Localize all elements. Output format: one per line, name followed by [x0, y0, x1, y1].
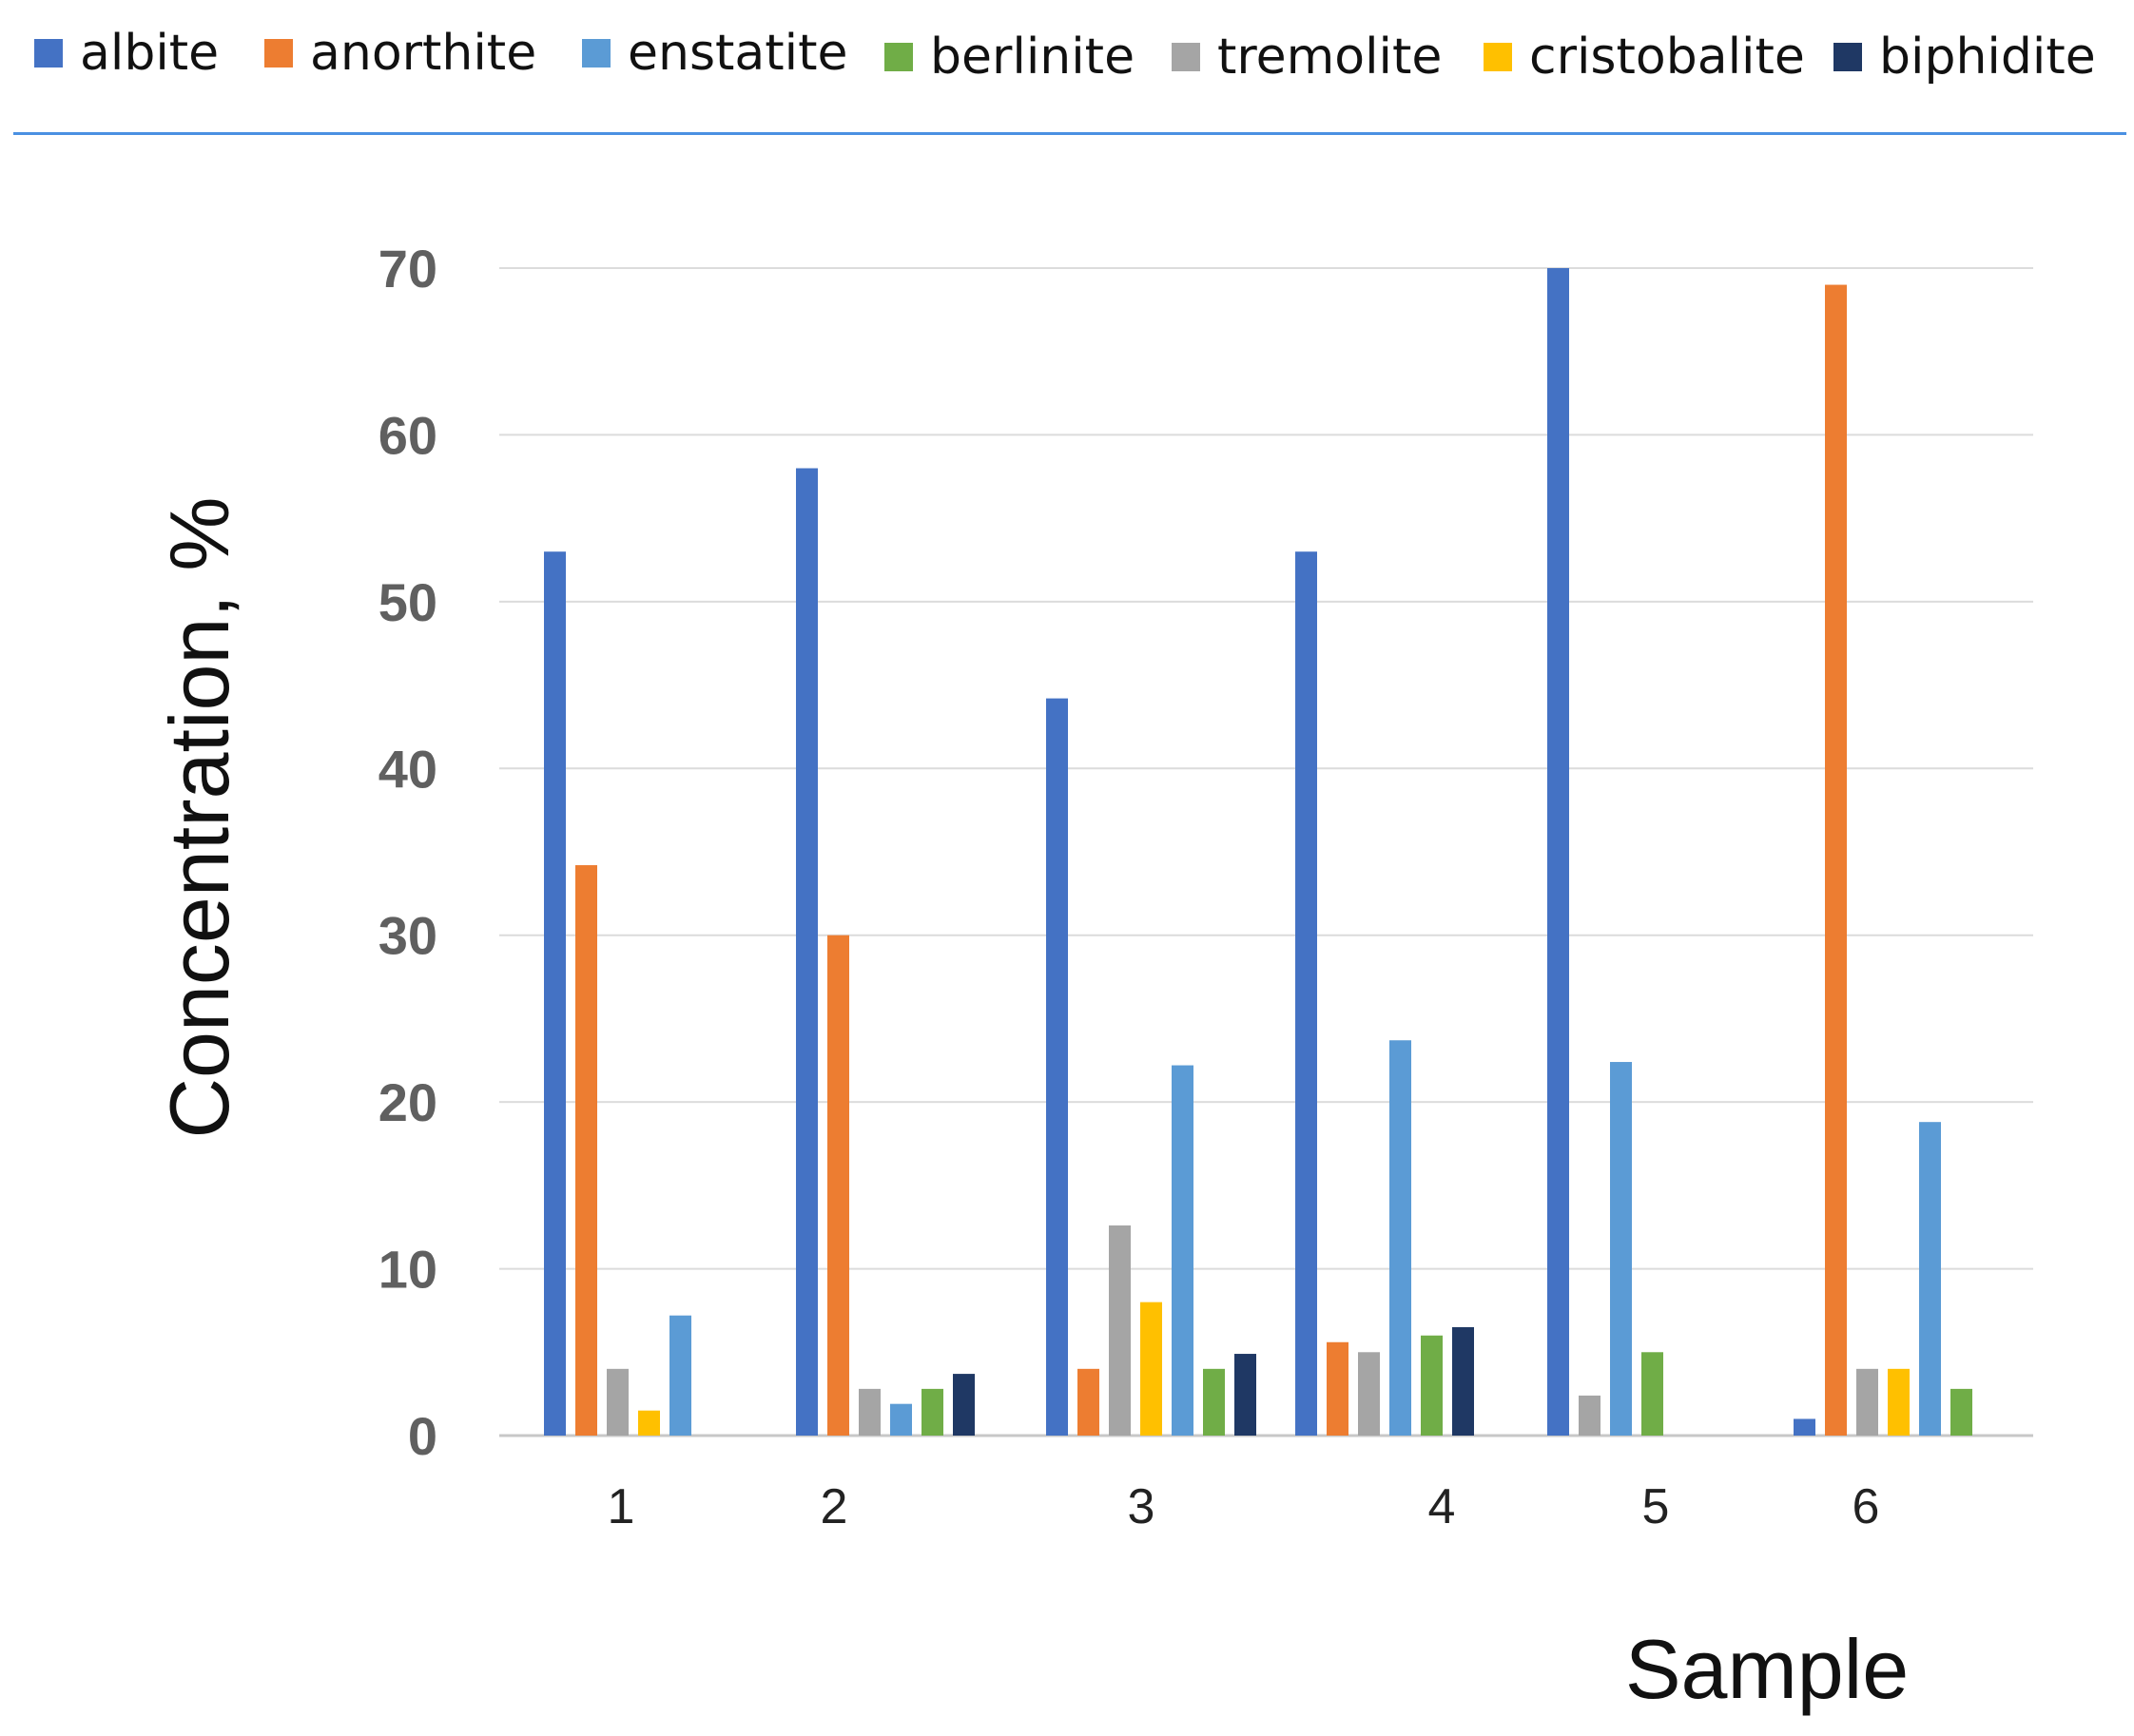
- legend-label-tremolite: tremolite: [1217, 29, 1443, 86]
- bar-tremolite-sample-2: [859, 1388, 881, 1436]
- bar-enstatite-sample-5: [1610, 1062, 1632, 1436]
- x-axis-title: Sample: [1625, 1622, 1909, 1716]
- y-tick-labels: 0 10 20 30 40 50 60 70: [378, 239, 437, 1466]
- x-tick-label: 2: [821, 1479, 848, 1534]
- y-tick-label: 40: [378, 739, 437, 799]
- legend-swatch-cristobalite: [1484, 43, 1512, 71]
- legend-item-albite: albite: [34, 27, 219, 80]
- bar-anorthite-sample-3: [1077, 1368, 1099, 1436]
- x-tick-label: 1: [608, 1479, 635, 1534]
- y-tick-label: 60: [378, 405, 437, 465]
- gridlines: [499, 267, 2033, 1437]
- bar-berlinite-sample-3: [1203, 1368, 1225, 1436]
- legend-item-berlinite: berlinite: [884, 30, 1135, 84]
- legend-swatch-tremolite: [1172, 43, 1200, 71]
- bar-cristobalite-sample-3: [1140, 1302, 1162, 1436]
- legend-label-enstatite: enstatite: [628, 25, 848, 82]
- chart-legend: albite anorthite enstatite berlinite tre…: [0, 0, 2134, 114]
- x-tick-label: 6: [1853, 1479, 1880, 1534]
- legend-swatch-enstatite: [582, 39, 611, 68]
- legend-divider: [13, 132, 2126, 135]
- bar-cristobalite-sample-1: [638, 1410, 660, 1436]
- bar-berlinite-sample-6: [1950, 1388, 1972, 1436]
- bar-berlinite-sample-4: [1421, 1335, 1443, 1436]
- bar-enstatite-sample-2: [890, 1403, 912, 1436]
- bar-albite-sample-1: [544, 551, 566, 1436]
- bar-tremolite-sample-6: [1856, 1368, 1878, 1436]
- bar-tremolite-sample-4: [1358, 1352, 1380, 1436]
- legend-label-biphidite: biphidite: [1879, 29, 2096, 86]
- bar-anorthite-sample-4: [1327, 1341, 1348, 1436]
- bar-berlinite-sample-2: [922, 1388, 943, 1436]
- bar-anorthite-sample-1: [575, 865, 597, 1436]
- bar-marks: [544, 268, 1972, 1436]
- bar-albite-sample-2: [796, 468, 818, 1436]
- y-tick-label: 70: [378, 239, 437, 299]
- legend-label-anorthite: anorthite: [310, 25, 537, 82]
- bar-tremolite-sample-1: [607, 1368, 629, 1436]
- bar-enstatite-sample-3: [1172, 1065, 1193, 1436]
- y-tick-label: 50: [378, 572, 437, 632]
- bar-biphidite-sample-2: [953, 1374, 975, 1436]
- legend-item-cristobalite: cristobalite: [1484, 30, 1805, 84]
- bar-albite-sample-3: [1046, 698, 1068, 1436]
- legend-item-anorthite: anorthite: [264, 27, 536, 80]
- legend-swatch-anorthite: [264, 39, 293, 68]
- legend-label-cristobalite: cristobalite: [1529, 29, 1805, 86]
- legend-swatch-berlinite: [884, 43, 913, 71]
- y-tick-label: 30: [378, 906, 437, 966]
- bar-biphidite-sample-3: [1234, 1354, 1256, 1436]
- x-tick-label: 3: [1128, 1479, 1155, 1534]
- legend-swatch-albite: [34, 39, 63, 68]
- bar-enstatite-sample-1: [669, 1315, 691, 1436]
- y-axis-title: Concentration, %: [152, 496, 246, 1138]
- legend-label-albite: albite: [80, 25, 220, 82]
- y-tick-label: 0: [408, 1406, 437, 1466]
- legend-label-berlinite: berlinite: [930, 29, 1135, 86]
- legend-item-biphidite: biphidite: [1833, 30, 2096, 84]
- legend-item-tremolite: tremolite: [1172, 30, 1442, 84]
- x-tick-labels: 1 2 3 4 5 6: [608, 1479, 1880, 1534]
- bar-albite-sample-6: [1794, 1418, 1815, 1436]
- x-tick-label: 4: [1428, 1479, 1456, 1534]
- y-tick-label: 20: [378, 1072, 437, 1132]
- y-tick-label: 10: [378, 1240, 437, 1300]
- bar-enstatite-sample-6: [1919, 1122, 1941, 1436]
- legend-swatch-biphidite: [1833, 43, 1862, 71]
- bar-enstatite-sample-4: [1389, 1040, 1411, 1436]
- legend-item-enstatite: enstatite: [582, 27, 848, 80]
- bar-tremolite-sample-5: [1579, 1395, 1600, 1436]
- bar-cristobalite-sample-6: [1888, 1368, 1910, 1436]
- bar-anorthite-sample-6: [1825, 284, 1847, 1436]
- bar-tremolite-sample-3: [1109, 1225, 1131, 1436]
- bar-anorthite-sample-2: [827, 935, 849, 1436]
- x-tick-label: 5: [1642, 1479, 1670, 1534]
- bar-albite-sample-5: [1547, 268, 1569, 1436]
- bar-albite-sample-4: [1295, 551, 1317, 1436]
- bar-biphidite-sample-4: [1452, 1326, 1474, 1436]
- bar-berlinite-sample-5: [1641, 1352, 1663, 1436]
